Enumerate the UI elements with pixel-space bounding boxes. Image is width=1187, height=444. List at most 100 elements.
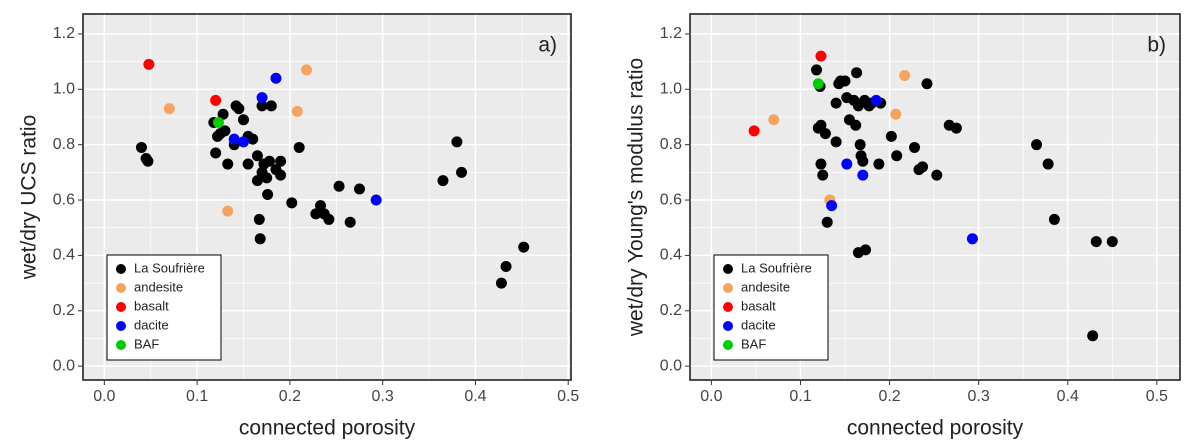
panel-label: a) xyxy=(538,34,557,57)
x-tick-label: 0.0 xyxy=(700,388,722,405)
data-point xyxy=(135,141,147,153)
data-point xyxy=(830,97,842,109)
data-point xyxy=(890,108,902,120)
y-tick-label: 0.8 xyxy=(53,136,75,153)
x-tick-label: 0.5 xyxy=(557,388,579,405)
legend-label: andesite xyxy=(134,279,183,294)
legend-box xyxy=(713,254,829,361)
data-point xyxy=(1031,139,1043,151)
data-point xyxy=(233,103,245,115)
data-point xyxy=(323,213,335,225)
data-point xyxy=(917,161,929,173)
data-point xyxy=(815,119,827,131)
data-point xyxy=(748,125,760,137)
y-tick-label: 0.0 xyxy=(660,357,682,374)
data-point xyxy=(899,69,911,81)
data-point xyxy=(821,216,833,228)
data-point xyxy=(143,58,155,70)
data-point xyxy=(251,175,263,187)
data-point xyxy=(270,72,282,84)
y-tick-label: 1.0 xyxy=(660,81,682,98)
data-point xyxy=(256,92,268,104)
data-point xyxy=(860,244,872,256)
legend-swatch xyxy=(116,264,126,274)
legend-label: BAF xyxy=(134,336,159,351)
data-point xyxy=(518,241,530,253)
data-point xyxy=(219,125,231,137)
legend-swatch xyxy=(723,283,733,293)
data-point xyxy=(217,108,229,120)
data-point xyxy=(1090,236,1102,248)
data-point xyxy=(344,216,356,228)
legend-swatch xyxy=(723,321,733,331)
legend-swatch xyxy=(116,340,126,350)
data-point xyxy=(850,119,862,131)
y-axis-label: wet/dry UCS ratio xyxy=(18,115,41,281)
data-point xyxy=(841,158,853,170)
data-point xyxy=(921,78,933,90)
data-point xyxy=(851,67,863,79)
data-point xyxy=(891,150,903,162)
plot-border xyxy=(689,13,1181,381)
legend-swatch xyxy=(116,283,126,293)
data-point xyxy=(819,128,831,140)
legend-label: basalt xyxy=(134,298,169,313)
data-point xyxy=(142,155,154,167)
data-point xyxy=(353,183,365,195)
x-tick-label: 0.1 xyxy=(186,388,208,405)
legend-swatch xyxy=(116,302,126,312)
legend-box xyxy=(106,254,222,361)
legend-label: dacite xyxy=(741,317,776,332)
data-point xyxy=(854,139,866,151)
data-point xyxy=(222,158,234,170)
legend-swatch xyxy=(116,321,126,331)
data-point xyxy=(212,117,224,129)
data-point xyxy=(873,158,885,170)
data-point xyxy=(830,136,842,148)
legend-swatch xyxy=(723,264,733,274)
data-point xyxy=(238,114,250,126)
data-point xyxy=(885,130,897,142)
data-point xyxy=(1048,213,1060,225)
legend-label: BAF xyxy=(741,336,766,351)
data-point xyxy=(293,141,305,153)
data-point xyxy=(817,169,829,181)
data-point xyxy=(256,100,268,112)
data-point xyxy=(451,136,463,148)
y-tick-label: 0.8 xyxy=(660,136,682,153)
data-point xyxy=(931,169,943,181)
data-point xyxy=(210,147,222,159)
data-point xyxy=(222,205,234,217)
data-point xyxy=(495,277,507,289)
data-point xyxy=(286,197,298,209)
y-tick-label: 0.4 xyxy=(53,247,75,264)
y-tick-label: 0.2 xyxy=(53,302,75,319)
data-point xyxy=(310,208,322,220)
data-point xyxy=(966,233,978,245)
legend-label: La Soufrière xyxy=(134,260,205,275)
data-point xyxy=(909,141,921,153)
data-point xyxy=(826,200,838,212)
data-point xyxy=(815,50,827,62)
data-point xyxy=(1087,330,1099,342)
x-tick-label: 0.2 xyxy=(279,388,301,405)
data-point xyxy=(370,194,382,206)
data-point xyxy=(1042,158,1054,170)
x-axis-label: connected porosity xyxy=(239,417,416,440)
data-point xyxy=(253,213,265,225)
data-point xyxy=(811,64,823,76)
data-point xyxy=(815,158,827,170)
x-tick-label: 0.0 xyxy=(93,388,115,405)
data-point xyxy=(275,169,287,181)
data-point xyxy=(857,169,869,181)
data-point xyxy=(163,103,175,115)
y-tick-label: 0.6 xyxy=(660,191,682,208)
x-tick-label: 0.3 xyxy=(372,388,394,405)
data-point xyxy=(1106,236,1118,248)
data-point xyxy=(870,94,882,106)
data-point xyxy=(265,100,277,112)
data-point xyxy=(437,175,449,187)
data-point xyxy=(291,105,303,117)
data-point xyxy=(812,78,824,90)
